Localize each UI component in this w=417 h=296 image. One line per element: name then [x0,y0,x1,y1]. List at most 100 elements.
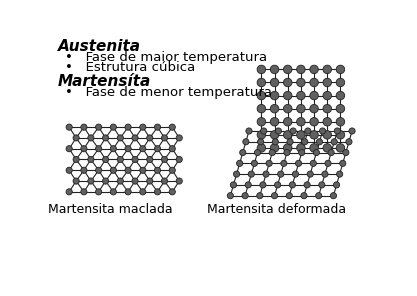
Circle shape [289,182,296,188]
Circle shape [263,171,269,177]
Circle shape [66,189,72,195]
Circle shape [286,193,292,199]
Circle shape [296,131,305,139]
Circle shape [81,146,87,152]
Circle shape [257,78,266,87]
Circle shape [281,160,287,166]
Circle shape [330,193,337,199]
Circle shape [66,167,72,173]
Circle shape [125,189,131,195]
Circle shape [110,146,116,152]
Circle shape [278,171,284,177]
Circle shape [316,193,322,199]
Circle shape [336,104,345,113]
Circle shape [323,65,332,74]
Circle shape [310,91,318,100]
Circle shape [310,131,318,139]
Circle shape [248,171,254,177]
Circle shape [270,65,279,74]
Circle shape [147,178,153,184]
Circle shape [310,118,318,126]
Circle shape [270,118,279,126]
Circle shape [147,156,153,163]
Circle shape [296,118,305,126]
Circle shape [284,144,292,152]
Circle shape [236,160,243,166]
Circle shape [140,124,146,130]
Circle shape [110,189,116,195]
Circle shape [270,104,279,113]
Circle shape [240,149,246,156]
Circle shape [272,139,279,145]
Circle shape [323,118,332,126]
Circle shape [266,160,272,166]
Circle shape [310,104,318,113]
Circle shape [154,146,161,152]
Circle shape [323,104,332,113]
Circle shape [161,156,168,163]
Circle shape [125,167,131,173]
Circle shape [251,160,258,166]
Circle shape [346,139,352,145]
Circle shape [270,78,279,87]
Circle shape [132,156,138,163]
Circle shape [325,160,331,166]
Circle shape [227,193,234,199]
Circle shape [336,118,345,126]
Circle shape [319,128,326,134]
Circle shape [301,193,307,199]
Circle shape [257,91,266,100]
Circle shape [154,167,161,173]
Circle shape [296,144,305,152]
Circle shape [336,91,345,100]
Circle shape [257,144,266,152]
Circle shape [337,171,343,177]
Circle shape [296,160,301,166]
Text: •   Fase de menor temperatura: • Fase de menor temperatura [65,86,271,99]
Circle shape [73,156,79,163]
Circle shape [284,149,290,156]
Circle shape [257,131,266,139]
Circle shape [169,167,176,173]
Circle shape [284,91,292,100]
Circle shape [66,146,72,152]
Circle shape [169,146,176,152]
Circle shape [140,189,146,195]
Text: Martensíta: Martensíta [58,74,151,89]
Circle shape [88,156,94,163]
Circle shape [349,128,355,134]
Circle shape [284,131,292,139]
Circle shape [334,182,340,188]
Circle shape [336,144,345,152]
Circle shape [257,104,266,113]
Circle shape [296,65,305,74]
Circle shape [270,91,279,100]
Circle shape [125,146,131,152]
Circle shape [176,178,182,184]
Circle shape [290,128,296,134]
Text: Austenita: Austenita [58,39,141,54]
Circle shape [117,178,123,184]
Circle shape [117,156,123,163]
Circle shape [257,118,266,126]
Circle shape [284,104,292,113]
Circle shape [88,135,94,141]
Circle shape [246,128,252,134]
Circle shape [169,124,176,130]
Circle shape [336,78,345,87]
Circle shape [110,124,116,130]
Circle shape [310,144,318,152]
Circle shape [296,78,305,87]
Circle shape [88,178,94,184]
Circle shape [110,167,116,173]
Circle shape [343,149,349,156]
Circle shape [176,135,182,141]
Circle shape [299,149,305,156]
Circle shape [319,182,325,188]
Circle shape [310,78,318,87]
Circle shape [270,131,279,139]
Circle shape [140,146,146,152]
Circle shape [132,135,138,141]
Circle shape [270,144,279,152]
Circle shape [95,146,102,152]
